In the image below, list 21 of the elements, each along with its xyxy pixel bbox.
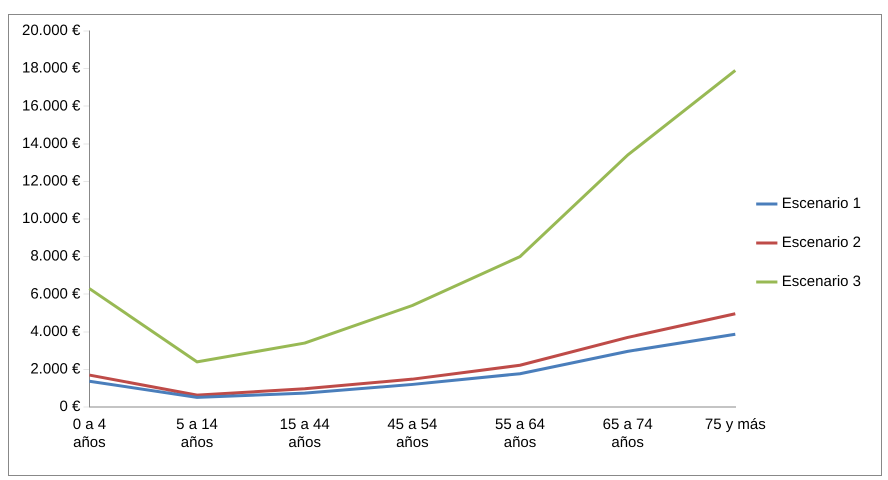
x-tick-label: 5 a 14 años bbox=[176, 416, 218, 452]
y-tick-label: 10.000 € bbox=[22, 210, 82, 228]
y-tick-label: 18.000 € bbox=[22, 60, 82, 77]
y-tick-label: 14.000 € bbox=[22, 134, 82, 152]
x-tick-label: 0 a 4 años bbox=[72, 416, 106, 452]
y-tick-label: 0 € bbox=[60, 398, 82, 416]
y-tick-label: 8.000 € bbox=[30, 248, 82, 265]
y-tick-label: 12.000 € bbox=[22, 172, 82, 190]
legend-label: Escenario 2 bbox=[782, 234, 862, 252]
x-tick-label: 45 a 54 años bbox=[387, 416, 438, 452]
legend-label: Escenario 1 bbox=[782, 195, 862, 212]
y-tick-label: 16.000 € bbox=[22, 97, 82, 114]
y-tick-label: 6.000 € bbox=[30, 285, 82, 302]
x-tick-label: 75 y más bbox=[704, 416, 766, 434]
x-tick-label: 15 a 44 años bbox=[280, 416, 330, 452]
x-tick-label: 55 a 64 años bbox=[494, 416, 546, 452]
y-tick-label: 4.000 € bbox=[30, 322, 82, 340]
x-tick-label: 65 a 74 años bbox=[602, 416, 653, 452]
y-tick-label: 2.000 € bbox=[30, 360, 82, 378]
y-tick-label: 20.000 € bbox=[22, 22, 82, 40]
legend-label: Escenario 3 bbox=[782, 273, 862, 290]
